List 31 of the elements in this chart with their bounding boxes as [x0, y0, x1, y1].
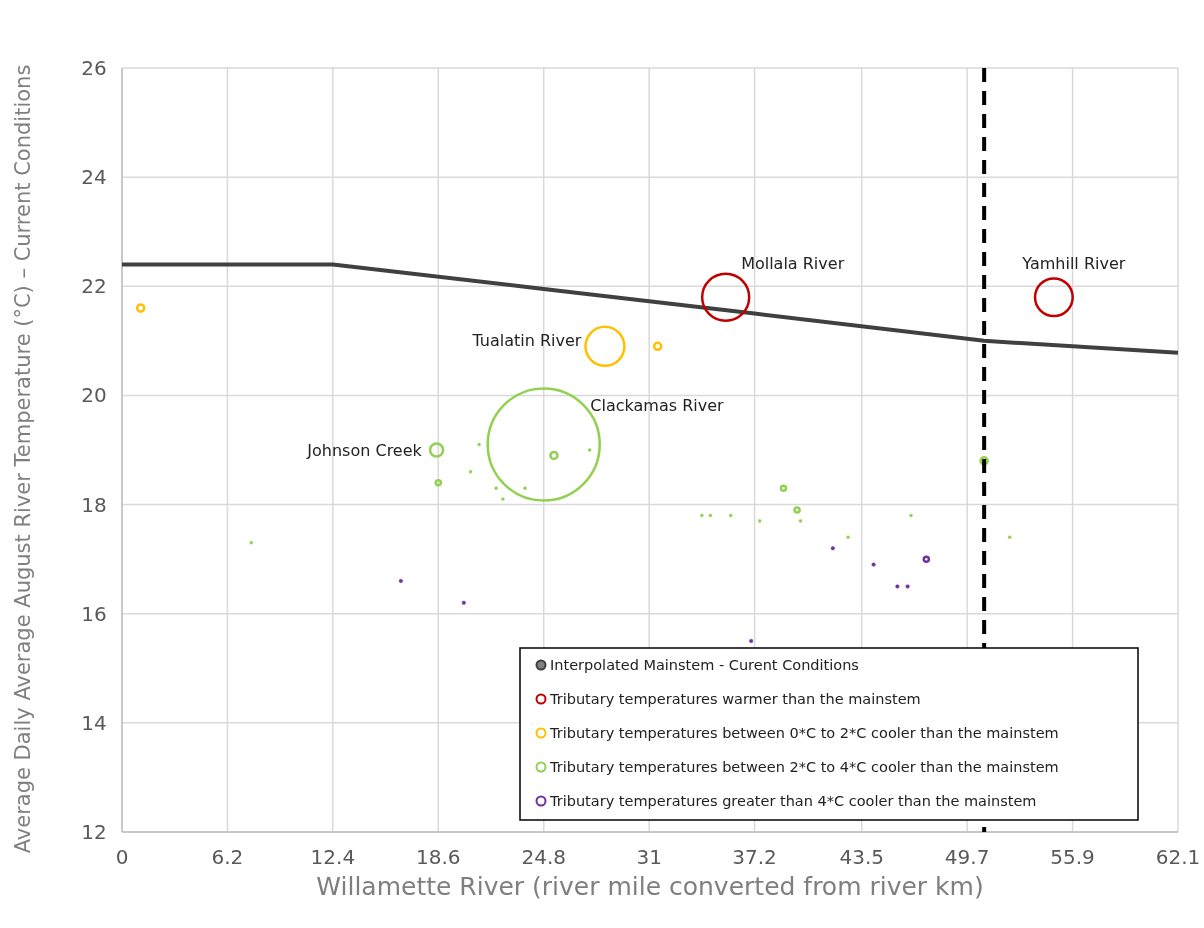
- x-tick-label: 43.5: [839, 845, 884, 869]
- annotation: Mollala River: [741, 254, 845, 274]
- x-tick-label: 18.6: [416, 845, 461, 869]
- legend-label: Tributary temperatures between 0*C to 2*C cooler than the mainstem: [549, 725, 1059, 741]
- y-axis-title: Average Daily Average August River Temperature (°C) – Current Conditions: [11, 64, 35, 854]
- y-tick-label: 24: [81, 165, 107, 190]
- annotation: Johnson Creek: [306, 441, 423, 460]
- y-tick-label: 18: [81, 492, 107, 517]
- annotation: Yamhill River: [1021, 254, 1126, 274]
- legend-label: Tributary temperatures warmer than the mainstem: [549, 691, 921, 707]
- x-tick-label: 62.1: [1155, 845, 1201, 869]
- x-tick-label: 12.4: [310, 845, 356, 869]
- x-tick-label: 37.2: [732, 845, 777, 869]
- legend-label: Interpolated Mainstem - Curent Conditions: [550, 657, 859, 673]
- annotation: Tualatin River: [471, 331, 582, 351]
- x-axis-title: Willamette River (river mile converted from river km): [316, 872, 984, 901]
- x-tick-label: 31: [636, 845, 662, 869]
- y-tick-label: 26: [81, 56, 107, 80]
- legend-label: Tributary temperatures greater than 4*C cooler than the mainstem: [549, 793, 1037, 809]
- x-tick-label: 49.7: [944, 845, 990, 869]
- y-tick-label: 20: [81, 383, 107, 408]
- x-tick-label: 55.9: [1050, 845, 1095, 869]
- annotation: Clackamas River: [590, 396, 725, 415]
- y-tick-label: 22: [81, 274, 107, 299]
- y-tick-label: 16: [81, 601, 107, 626]
- x-tick-label: 6.2: [211, 845, 244, 869]
- x-tick-label: 0: [115, 845, 129, 869]
- legend-label: Tributary temperatures between 2*C to 4*C cooler than the mainstem: [549, 759, 1059, 775]
- x-tick-label: 24.8: [521, 845, 566, 869]
- y-tick-label: 14: [81, 710, 107, 735]
- y-tick-label: 12: [81, 820, 107, 844]
